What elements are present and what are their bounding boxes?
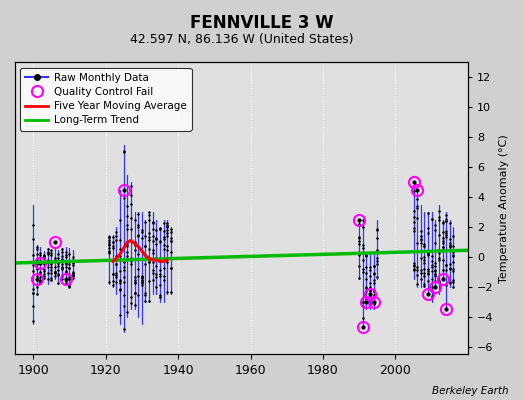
- Y-axis label: Temperature Anomaly (°C): Temperature Anomaly (°C): [499, 134, 509, 283]
- Text: Berkeley Earth: Berkeley Earth: [432, 386, 508, 396]
- Title: 42.597 N, 86.136 W (United States): 42.597 N, 86.136 W (United States): [130, 33, 353, 46]
- Text: FENNVILLE 3 W: FENNVILLE 3 W: [190, 14, 334, 32]
- Legend: Raw Monthly Data, Quality Control Fail, Five Year Moving Average, Long-Term Tren: Raw Monthly Data, Quality Control Fail, …: [20, 68, 191, 130]
